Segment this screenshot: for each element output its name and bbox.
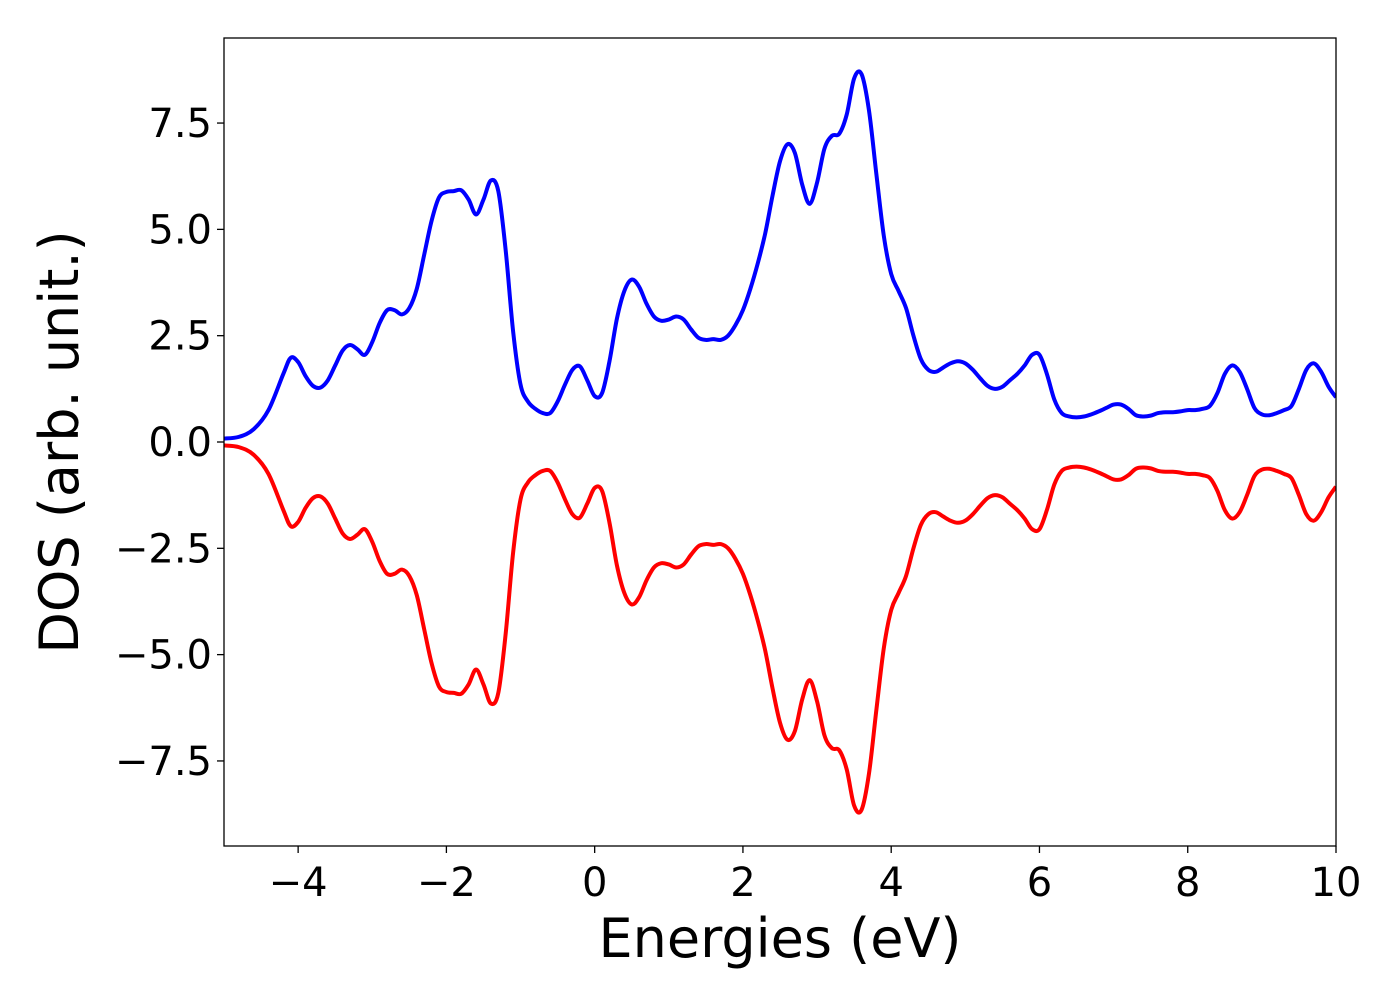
x-tick-label: −4 [269,860,328,906]
y-tick-label: 0.0 [148,420,212,466]
y-tick-label: 5.0 [148,207,212,253]
y-tick-label: −2.5 [115,526,212,572]
series-layer [224,69,1336,815]
x-tick-label: 2 [730,860,755,906]
y-tick-label: −5.0 [115,633,212,679]
series-line-1 [224,443,1336,815]
x-tick-label: 0 [582,860,607,906]
y-tick-label: 2.5 [148,314,212,360]
x-tick-label: 8 [1175,860,1200,906]
x-tick-label: 4 [878,860,903,906]
x-tick-label: 10 [1311,860,1362,906]
y-tick-label: 7.5 [148,101,212,147]
x-axis-ticks: −4 −2 0 2 4 6 8 10 [269,846,1362,906]
x-axis-title: Energies (eV) [599,907,962,970]
y-tick-label: −7.5 [115,739,212,785]
x-tick-label: 6 [1027,860,1052,906]
series-line-0 [224,69,1336,441]
x-tick-label: −2 [417,860,476,906]
y-axis-ticks: −7.5 −5.0 −2.5 0.0 2.5 5.0 7.5 [115,101,224,785]
y-axis-title: DOS (arb. unit.) [28,230,91,653]
